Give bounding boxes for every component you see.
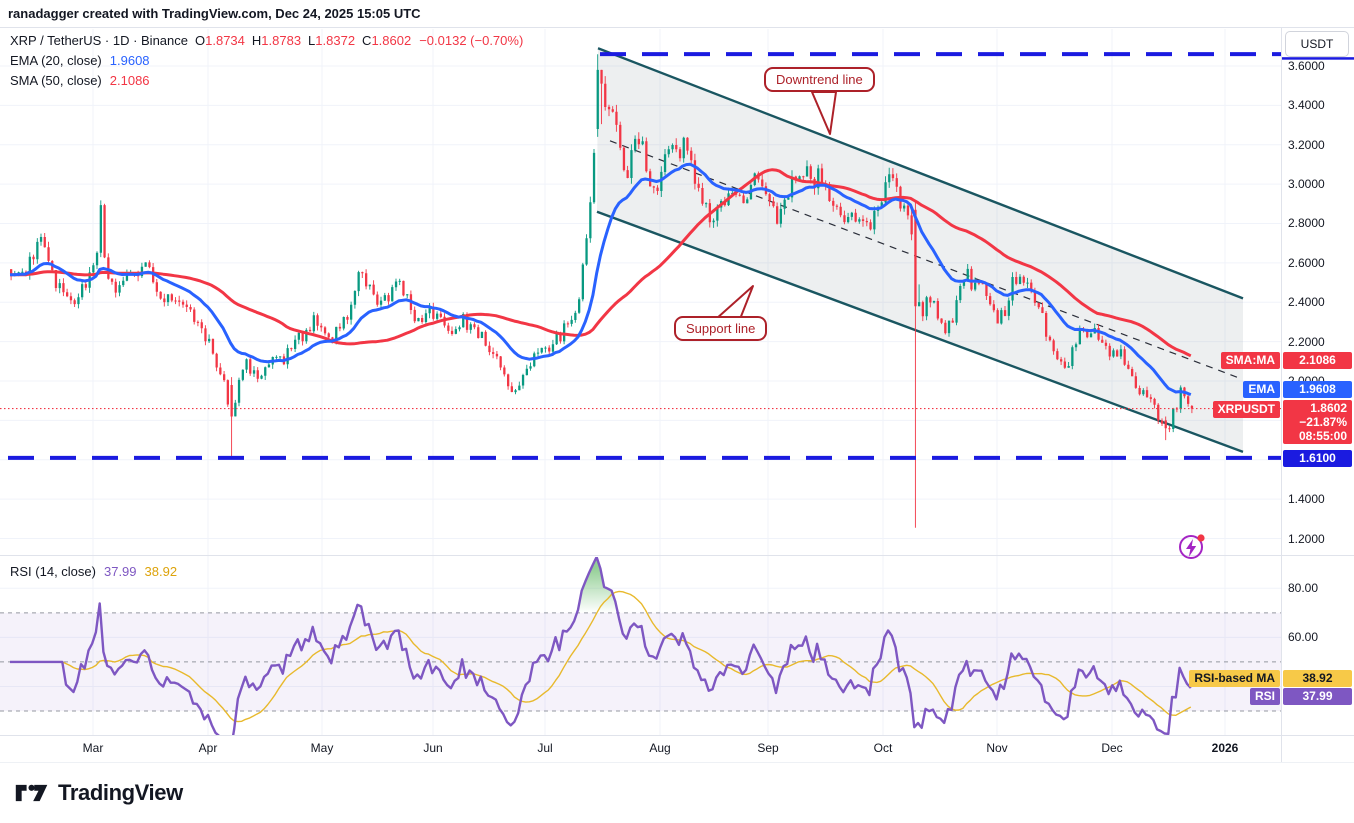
sma-legend-label: SMA (50, close) bbox=[10, 73, 102, 88]
rsi-ma-label: RSI-based MA bbox=[1189, 670, 1280, 687]
price-tick: 1.4000 bbox=[1288, 492, 1325, 506]
symbol-price-label: XRPUSDT bbox=[1212, 401, 1280, 418]
ohlc-h-value: 1.8783 bbox=[261, 33, 302, 48]
price-tick: 2.6000 bbox=[1288, 256, 1325, 270]
rsi-tick: 60.00 bbox=[1288, 630, 1319, 644]
ema-price-label: EMA bbox=[1243, 381, 1280, 398]
time-tick: May bbox=[310, 741, 334, 755]
rsi-value: 37.99 bbox=[1283, 688, 1352, 705]
rsi-legend[interactable]: RSI (14, close) 37.99 38.92 bbox=[10, 562, 177, 582]
rsi-legend-label: RSI (14, close) bbox=[10, 564, 96, 579]
ohlc-c-label: C bbox=[362, 33, 372, 48]
price-tick: 3.4000 bbox=[1288, 98, 1325, 112]
time-tick: Sep bbox=[757, 741, 779, 755]
price-tick: 3.0000 bbox=[1288, 177, 1325, 191]
ema-price-value: 1.9608 bbox=[1283, 381, 1352, 398]
time-tick: Nov bbox=[986, 741, 1008, 755]
tradingview-logo-text: TradingView bbox=[58, 780, 183, 805]
sma-legend-value: 2.1086 bbox=[109, 73, 150, 88]
price-tick: 1.2000 bbox=[1288, 532, 1325, 546]
rsi-legend-value: 37.99 bbox=[103, 564, 137, 579]
attribution-text: ranadagger created with TradingView.com,… bbox=[8, 6, 421, 21]
symbol-legend[interactable]: XRP / TetherUS · 1D · Binance O1.8734 H1.8… bbox=[10, 31, 523, 51]
last-price: 1.8602 bbox=[1310, 401, 1347, 415]
currency-label: USDT bbox=[1300, 37, 1334, 51]
rsi-ma-value: 38.92 bbox=[1283, 670, 1352, 687]
spark-icon[interactable] bbox=[1177, 531, 1207, 561]
bar-countdown: 08:55:00 bbox=[1298, 429, 1347, 443]
ema-legend-label: EMA (20, close) bbox=[10, 53, 102, 68]
ohlc-o-value: 1.8734 bbox=[205, 33, 245, 48]
price-tick: 3.2000 bbox=[1288, 138, 1325, 152]
sma-price-label: SMA:MA bbox=[1220, 352, 1280, 369]
ohlc-o-label: O bbox=[195, 33, 206, 48]
downtrend-line-callout[interactable]: Downtrend line bbox=[764, 67, 875, 92]
rsi-label: RSI bbox=[1249, 688, 1280, 705]
time-tick: Mar bbox=[82, 741, 104, 755]
price-tick: 2.4000 bbox=[1288, 295, 1325, 309]
chart-canvas[interactable] bbox=[0, 0, 1354, 763]
downtrend-callout-text: Downtrend line bbox=[776, 72, 863, 87]
time-tick: Jun bbox=[423, 741, 443, 755]
support-line-callout[interactable]: Support line bbox=[674, 316, 768, 341]
time-tick: Aug bbox=[649, 741, 671, 755]
sma-price-value: 2.1086 bbox=[1283, 352, 1352, 369]
last-price-value: 1.8602 −21.87% 08:55:00 bbox=[1283, 400, 1352, 444]
symbol-title: XRP / TetherUS · 1D · Binance bbox=[10, 33, 188, 48]
support-callout-text: Support line bbox=[686, 321, 756, 336]
ohlc-c-value: 1.8602 bbox=[371, 33, 412, 48]
ohlc-h-label: H bbox=[251, 33, 262, 48]
ohlc-l-label: L bbox=[308, 33, 316, 48]
ohlc-l-value: 1.8372 bbox=[315, 33, 356, 48]
tradingview-logo-mark bbox=[15, 784, 48, 802]
ema-legend-value: 1.9608 bbox=[109, 53, 150, 68]
currency-toggle-button[interactable]: USDT bbox=[1285, 31, 1349, 57]
ohlc-change: −0.0132 (−0.70%) bbox=[419, 33, 524, 48]
sma-legend[interactable]: SMA (50, close) 2.1086 bbox=[10, 71, 150, 91]
price-tick: 3.6000 bbox=[1288, 59, 1325, 73]
time-tick: Apr bbox=[198, 741, 218, 755]
time-tick: Jul bbox=[537, 741, 553, 755]
price-tick: 2.8000 bbox=[1288, 216, 1325, 230]
last-price-change: −21.87% bbox=[1299, 415, 1347, 429]
tradingview-logo[interactable]: TradingView bbox=[14, 780, 183, 806]
ema-legend[interactable]: EMA (20, close) 1.9608 bbox=[10, 51, 150, 71]
time-tick: Oct bbox=[873, 741, 893, 755]
time-tick: Dec bbox=[1101, 741, 1123, 755]
price-tick: 2.2000 bbox=[1288, 335, 1325, 349]
attribution-bar: ranadagger created with TradingView.com,… bbox=[0, 0, 1354, 28]
support-level-value: 1.6100 bbox=[1283, 450, 1352, 467]
time-tick-year: 2026 bbox=[1211, 741, 1239, 755]
rsi-tick: 80.00 bbox=[1288, 581, 1319, 595]
rsi-ma-legend-value: 38.92 bbox=[144, 564, 178, 579]
